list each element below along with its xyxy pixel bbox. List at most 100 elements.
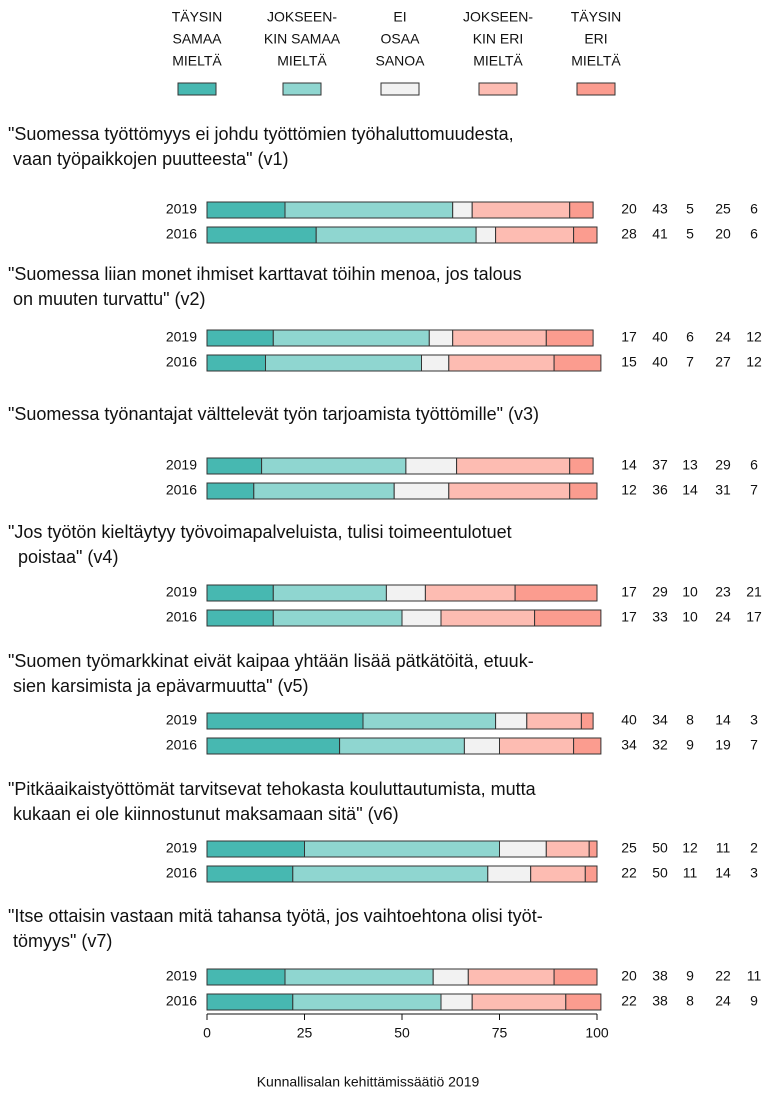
year-label: 2019 xyxy=(166,329,197,345)
question-title: on muuten turvattu" (v2) xyxy=(8,289,205,309)
question-title: poistaa" (v4) xyxy=(8,547,118,567)
value-label: 5 xyxy=(686,226,694,242)
value-label: 36 xyxy=(652,482,668,498)
bar-segment xyxy=(206,329,274,347)
value-label: 5 xyxy=(686,201,694,217)
year-label: 2019 xyxy=(166,840,197,856)
value-label: 32 xyxy=(652,737,668,753)
value-label: 11 xyxy=(747,968,762,984)
value-label: 20 xyxy=(621,201,637,217)
value-label: 10 xyxy=(682,609,698,625)
year-label: 2016 xyxy=(166,993,197,1009)
question-title: "Jos työtön kieltäytyy työvoimapalveluis… xyxy=(8,522,512,542)
value-label: 41 xyxy=(652,226,668,242)
value-label: 17 xyxy=(621,584,637,600)
bar-segment xyxy=(339,737,465,755)
value-label: 29 xyxy=(652,584,668,600)
bar-segment xyxy=(284,968,434,986)
bar-segment xyxy=(553,968,598,986)
bar-segment xyxy=(565,993,602,1011)
year-label: 2016 xyxy=(166,482,197,498)
value-label: 38 xyxy=(652,993,668,1009)
value-label: 12 xyxy=(746,354,762,370)
question-title: sien karsimista ja epävarmuutta" (v5) xyxy=(8,676,309,696)
bar-segment xyxy=(284,201,454,219)
value-label: 28 xyxy=(621,226,637,242)
value-label: 14 xyxy=(715,712,731,728)
value-label: 24 xyxy=(715,609,731,625)
value-label: 8 xyxy=(686,993,694,1009)
value-label: 14 xyxy=(682,482,698,498)
value-label: 40 xyxy=(621,712,637,728)
value-label: 14 xyxy=(621,457,637,473)
x-tick-label: 50 xyxy=(394,1025,410,1041)
bar-segment xyxy=(206,354,266,372)
legend-swatch xyxy=(380,82,420,96)
legend-label: OSAA xyxy=(381,31,421,47)
legend-label: KIN ERI xyxy=(473,31,524,47)
bar-segment xyxy=(206,865,294,883)
bar-segment xyxy=(452,329,547,347)
bar-segment xyxy=(292,865,489,883)
value-label: 34 xyxy=(652,712,668,728)
year-label: 2019 xyxy=(166,968,197,984)
value-label: 29 xyxy=(715,457,731,473)
question-title: kukaan ei ole kiinnostunut maksamaan sit… xyxy=(8,804,399,824)
bar-segment xyxy=(272,609,403,627)
year-label: 2016 xyxy=(166,609,197,625)
value-label: 22 xyxy=(621,993,637,1009)
value-label: 8 xyxy=(686,712,694,728)
bar-segment xyxy=(292,993,442,1011)
bar-segment xyxy=(206,737,341,755)
legend-label: MIELTÄ xyxy=(571,53,621,69)
bar-segment xyxy=(440,609,536,627)
legend-label: ERI xyxy=(584,31,607,47)
bar-segment xyxy=(499,840,547,858)
bar-segment xyxy=(206,609,274,627)
year-label: 2016 xyxy=(166,226,197,242)
value-label: 23 xyxy=(715,584,731,600)
bar-segment xyxy=(272,584,387,602)
value-label: 11 xyxy=(683,865,698,881)
bar-segment xyxy=(495,712,528,730)
bar-segment xyxy=(569,457,594,475)
legend-label: EI xyxy=(393,9,406,25)
value-label: 9 xyxy=(686,968,694,984)
legend-label: SAMAA xyxy=(172,31,222,47)
bar-segment xyxy=(206,201,286,219)
value-label: 43 xyxy=(652,201,668,217)
question-title: vaan työpaikkojen puutteesta" (v1) xyxy=(8,149,289,169)
question-title: "Suomen työmarkkinat eivät kaipaa yhtään… xyxy=(8,651,534,671)
bar-segment xyxy=(206,993,294,1011)
value-label: 50 xyxy=(652,865,668,881)
legend-swatch xyxy=(177,82,217,96)
value-label: 20 xyxy=(715,226,731,242)
year-label: 2016 xyxy=(166,737,197,753)
bar-segment xyxy=(448,354,555,372)
question-title: tömyys" (v7) xyxy=(8,931,112,951)
bar-segment xyxy=(588,840,598,858)
bar-segment xyxy=(471,201,571,219)
value-label: 7 xyxy=(750,482,758,498)
bar-segment xyxy=(206,482,255,500)
value-label: 34 xyxy=(621,737,637,753)
value-label: 12 xyxy=(621,482,637,498)
bar-segment xyxy=(463,737,500,755)
bar-segment xyxy=(428,329,454,347)
value-label: 6 xyxy=(750,457,758,473)
bar-segment xyxy=(471,993,567,1011)
value-label: 9 xyxy=(750,993,758,1009)
x-tick-label: 100 xyxy=(585,1025,609,1041)
value-label: 7 xyxy=(750,737,758,753)
bar-segment xyxy=(405,457,458,475)
value-label: 33 xyxy=(652,609,668,625)
bar-segment xyxy=(393,482,450,500)
year-label: 2019 xyxy=(166,201,197,217)
value-label: 3 xyxy=(750,712,758,728)
value-label: 22 xyxy=(621,865,637,881)
bar-segment xyxy=(553,354,602,372)
year-label: 2019 xyxy=(166,457,197,473)
value-label: 24 xyxy=(715,993,731,1009)
bar-segment xyxy=(584,865,598,883)
question-title: "Suomessa liian monet ihmiset karttavat … xyxy=(8,264,522,284)
